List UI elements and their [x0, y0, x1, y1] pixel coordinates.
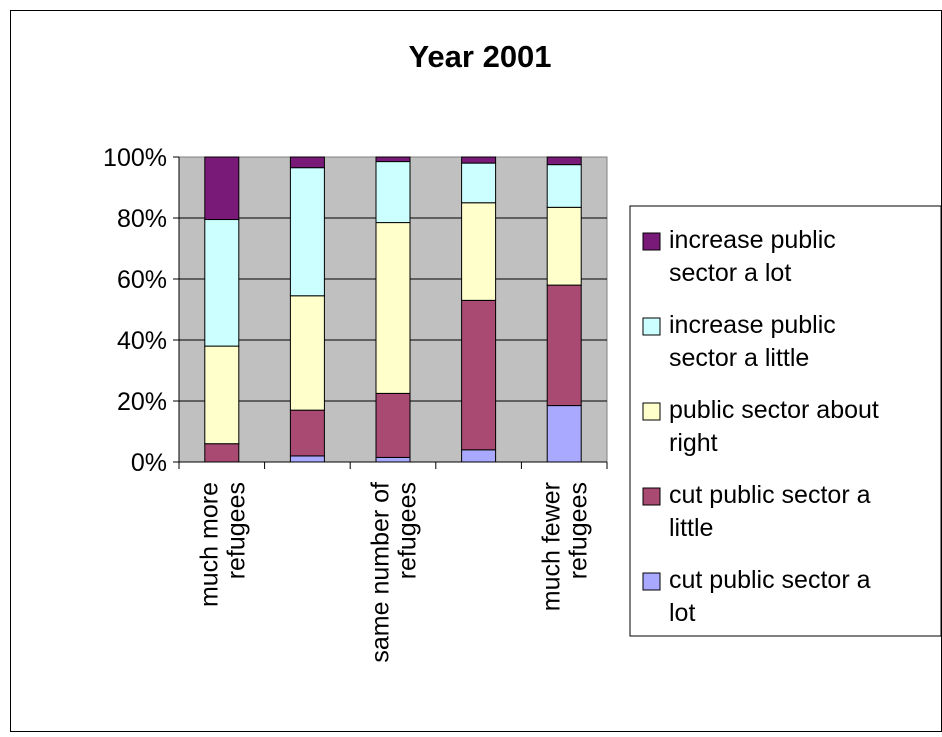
bar-segment	[289, 156, 325, 169]
x-tick-label: refugees	[222, 482, 250, 579]
legend-label: sector a little	[669, 344, 809, 372]
legend-label: sector a lot	[669, 259, 791, 287]
legend: increase public sector a lot increase publ…	[629, 205, 942, 637]
y-tick-label: 0%	[131, 449, 167, 477]
bar-segment	[375, 156, 411, 163]
bar-segment	[546, 164, 582, 208]
bar-segment	[546, 156, 582, 166]
bar-segment	[375, 392, 411, 458]
y-tick-label: 40%	[117, 327, 167, 355]
bar-segment	[204, 345, 240, 445]
bar-segment	[289, 409, 325, 457]
legend-label: public sector about	[669, 396, 879, 424]
axes	[173, 156, 608, 469]
y-tick-label: 80%	[117, 205, 167, 233]
legend-swatch	[642, 317, 661, 336]
bar-segment	[546, 405, 582, 463]
legend-label: increase public	[669, 311, 836, 339]
legend-swatch	[642, 487, 661, 506]
legend-swatch	[642, 232, 661, 251]
bar-segment	[546, 206, 582, 286]
legend-box	[629, 205, 942, 637]
bar-segment	[461, 299, 497, 451]
legend-label: cut public sector a	[669, 566, 871, 594]
y-axis-tick-labels: 0% 20% 40% 60% 80% 100%	[103, 144, 167, 477]
bar-segment	[204, 443, 240, 463]
bar-segment	[204, 156, 240, 221]
y-tick-label: 20%	[117, 388, 167, 416]
x-tick-label: refugees	[565, 482, 593, 579]
legend-swatch	[642, 402, 661, 421]
bar-segment	[546, 284, 582, 407]
bar-segment	[289, 295, 325, 411]
bar-segment	[375, 222, 411, 394]
legend-swatch	[642, 572, 661, 591]
bar-segment	[461, 202, 497, 301]
y-tick-label: 100%	[103, 144, 167, 172]
bar-segment	[375, 161, 411, 224]
bar-segment	[289, 455, 325, 463]
y-tick-label: 60%	[117, 266, 167, 294]
x-tick-label: same number of	[367, 482, 395, 663]
x-axis-tick-labels: much more refugees same number of refugees m…	[195, 482, 592, 663]
legend-label: little	[669, 514, 713, 542]
x-tick-label: much more	[195, 482, 223, 607]
bar-segment	[204, 219, 240, 347]
bar-segment	[289, 167, 325, 297]
bar-segment	[461, 162, 497, 204]
bar-segment	[461, 156, 497, 164]
legend-label: right	[669, 429, 718, 457]
bar-segment	[461, 449, 497, 463]
legend-label: cut public sector a	[669, 481, 871, 509]
chart-title: Year 2001	[408, 39, 551, 74]
bar-segment	[375, 456, 411, 463]
legend-label: increase public	[669, 226, 836, 254]
legend-label: lot	[669, 599, 695, 627]
x-tick-label: refugees	[394, 482, 422, 579]
bars	[204, 156, 582, 463]
x-tick-label: much fewer	[538, 482, 566, 611]
